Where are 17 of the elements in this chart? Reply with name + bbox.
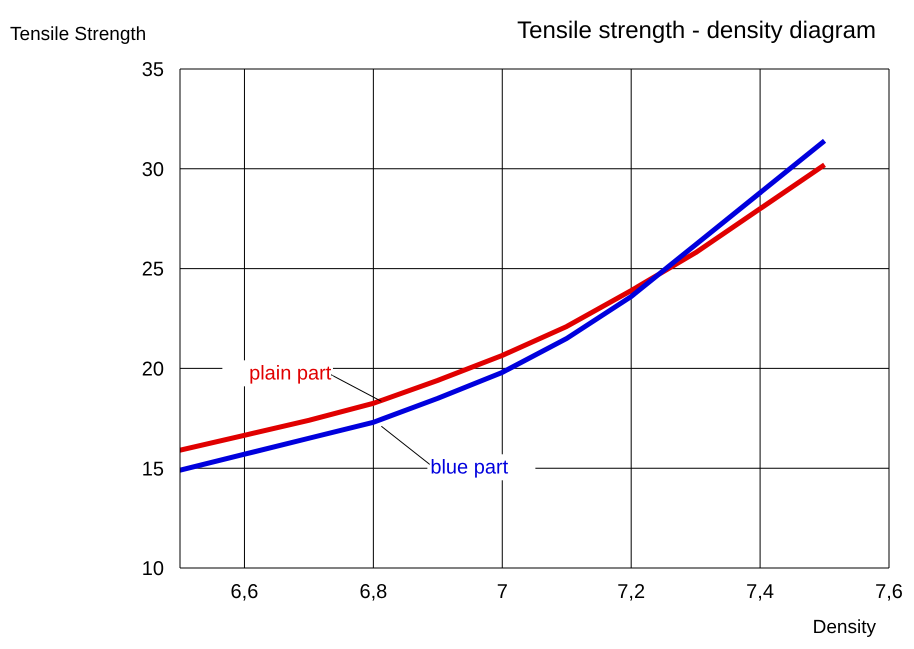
x-tick-label: 7,4 (746, 581, 774, 604)
x-tick-label: 6,8 (359, 581, 388, 604)
y-tick-label: 15 (142, 458, 164, 480)
x-tick-label: 6,6 (230, 581, 258, 604)
series-label: plain part (249, 362, 332, 384)
x-tick-label: 7 (496, 581, 508, 604)
x-tick-label: 7,2 (617, 581, 646, 604)
y-axis-title: Tensile Strength (10, 24, 146, 45)
y-tick-label: 30 (142, 158, 164, 181)
y-tick-label: 35 (142, 59, 164, 82)
y-tick-label: 10 (142, 558, 164, 580)
x-axis-title: Density (812, 617, 876, 638)
chart-title: Tensile strength - density diagram (517, 17, 876, 44)
y-tick-label: 25 (142, 258, 164, 281)
text: blue part (430, 456, 509, 478)
x-tick-label: 7,6 (875, 581, 903, 604)
y-tick-label: 20 (142, 358, 164, 380)
